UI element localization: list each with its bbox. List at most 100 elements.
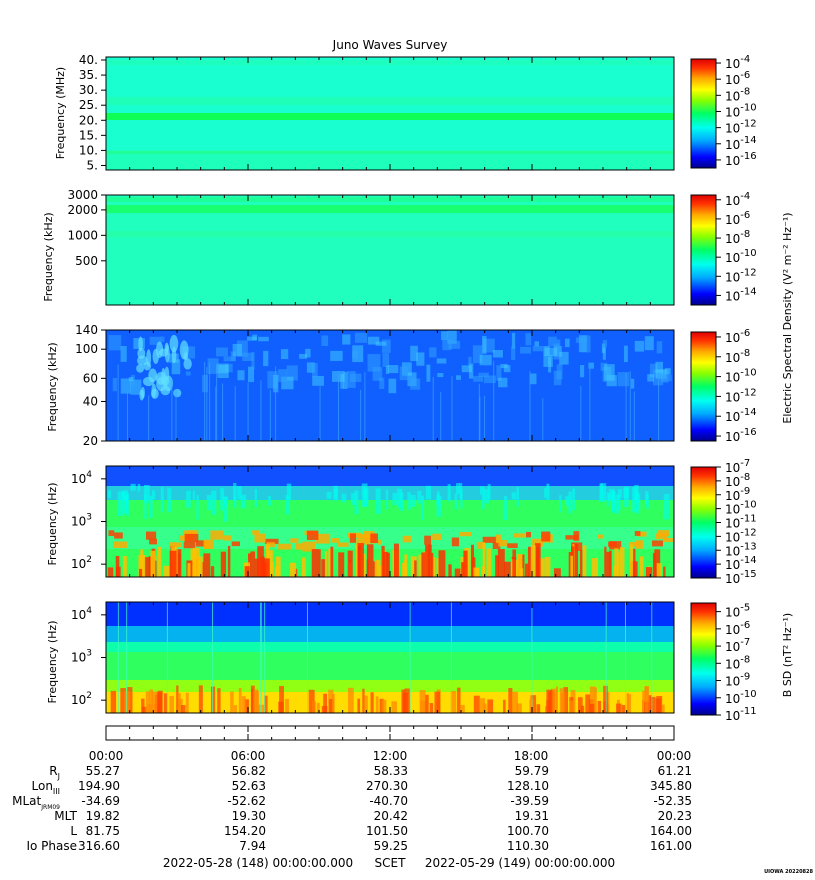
texture-burst (512, 549, 517, 577)
texture-burst (274, 566, 280, 577)
panel-1: 5.10.15.20.25.30.35.40. Frequency (MHz) (54, 53, 675, 172)
texture-burst (432, 533, 442, 541)
texture-burst (187, 563, 191, 577)
colorbar-tick-exponent: -10 (740, 102, 756, 113)
texture-burst (657, 530, 669, 537)
texture-spike (130, 483, 136, 491)
texture-patch (655, 361, 664, 373)
texture-spike (637, 493, 641, 511)
texture-patch (311, 362, 318, 378)
texture-burst (563, 687, 569, 713)
texture-patch (251, 352, 255, 370)
texture-spike (544, 488, 547, 498)
texture-burst (290, 538, 299, 543)
texture-burst (383, 551, 389, 577)
scet-label: SCET (375, 856, 407, 870)
texture-burst (597, 534, 604, 539)
texture-burst (374, 559, 381, 577)
texture-burst (650, 696, 656, 713)
texture-burst (482, 536, 497, 543)
colorbar-tick-label: 10-10 (725, 368, 757, 385)
texture-patch (120, 346, 127, 362)
texture-burst (296, 543, 304, 550)
texture-patch (511, 332, 516, 349)
texture-spike (417, 490, 422, 504)
time-label: 18:00 (514, 749, 549, 763)
texture-patch (447, 330, 457, 344)
texture-patch (461, 365, 472, 373)
y-tick-label: 102 (71, 555, 92, 571)
texture-burst (486, 548, 492, 577)
colorbar-tick-exponent: -6 (740, 620, 750, 631)
texture-spike (645, 491, 649, 505)
texture-patch (529, 373, 537, 385)
texture-burst (578, 697, 583, 713)
texture-burst (617, 552, 620, 577)
texture-band (106, 642, 674, 652)
colorbar-tick-exponent: -12 (740, 387, 756, 398)
texture-burst (438, 550, 446, 577)
texture-burst (302, 557, 306, 577)
texture-spike (559, 495, 562, 513)
texture-spike (572, 488, 576, 511)
texture-patch (388, 378, 397, 394)
texture-burst (149, 689, 154, 713)
texture-patch (183, 358, 192, 370)
texture-spike (354, 490, 359, 515)
colorbar-tick-label: 10-8 (725, 86, 750, 103)
ephemeris-value: 59.79 (515, 764, 549, 778)
texture-burst (338, 552, 345, 577)
texture-burst (318, 549, 321, 577)
colorbar-tick-exponent: -6 (740, 328, 750, 339)
texture-burst (250, 688, 254, 713)
colorbar-tick-exponent: -6 (740, 210, 750, 221)
texture-spike (454, 493, 458, 510)
ephemeris-value: 19.30 (232, 809, 266, 823)
texture-burst (654, 549, 661, 577)
texture-patch (340, 373, 345, 389)
texture-spike (126, 493, 130, 516)
texture-burst (169, 550, 177, 577)
texture-patch (534, 341, 539, 347)
time-label: 12:00 (373, 749, 408, 763)
texture-patch (207, 358, 219, 375)
colorbar-tick-label: 10-12 (725, 387, 757, 404)
texture-spike (624, 486, 629, 507)
figure-title: Juno Waves Survey (332, 38, 448, 52)
y-tick-label: 20 (83, 434, 98, 448)
texture-burst (534, 543, 541, 577)
texture-burst (424, 535, 432, 545)
y-tick-label: 60 (83, 371, 98, 385)
ephemeris-table: RJ 55.27 56.82 58.33 59.79 61.21 LonIII 194.90 5… (12, 764, 692, 853)
ephemeris-value: 110.30 (507, 839, 549, 853)
texture-patch (306, 362, 315, 373)
texture-patch (367, 336, 380, 345)
panel-4: 102 103 104 Frequency (Hz) (46, 465, 675, 578)
texture-spike (456, 483, 460, 494)
texture-burst (279, 685, 284, 713)
colorbar-tick-exponent: -10 (740, 689, 756, 700)
texture-patch (448, 340, 461, 349)
texture-burst (635, 540, 643, 549)
texture-burst (582, 545, 587, 577)
colorbar-tick-exponent: -8 (740, 654, 750, 665)
texture-patch (321, 335, 329, 347)
texture-burst (180, 705, 186, 713)
colorbar-tick-exponent: -5 (740, 603, 750, 614)
ephemeris-value: 100.70 (507, 824, 549, 838)
texture-burst (648, 695, 652, 713)
texture-patch (604, 364, 615, 381)
texture-patch (305, 348, 311, 358)
texture-burst (626, 692, 629, 713)
texture-patch (500, 363, 508, 369)
texture-patch (130, 379, 142, 395)
time-labels: 00:00 06:00 12:00 18:00 00:00 (89, 749, 692, 763)
texture-burst (391, 701, 397, 713)
texture-burst (203, 539, 214, 550)
texture-burst (227, 545, 231, 577)
texture-burst (178, 553, 181, 577)
texture-burst (393, 543, 399, 577)
texture-spike (254, 488, 257, 508)
ephemeris-value: 101.50 (366, 824, 408, 838)
texture-burst (120, 688, 126, 713)
